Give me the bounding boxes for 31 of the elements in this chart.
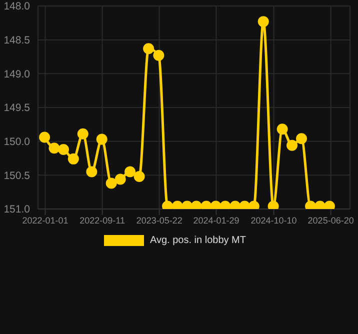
- y-tick-label: 148.5: [4, 34, 30, 47]
- x-tick-label: 2025-06-20: [308, 215, 354, 226]
- point: [39, 132, 50, 143]
- y-tick-label: 151.0: [4, 204, 30, 216]
- x-tick-label: 2023-05-22: [136, 215, 182, 226]
- point: [58, 144, 69, 155]
- point: [296, 133, 307, 144]
- point: [96, 134, 108, 145]
- point: [114, 174, 126, 185]
- y-tick-label: 150.0: [4, 136, 30, 148]
- point: [258, 16, 269, 28]
- point: [48, 142, 60, 154]
- point: [106, 178, 117, 189]
- y-tick-label: 150.5: [4, 170, 30, 182]
- point: [153, 50, 164, 61]
- y-tick-label: 149.5: [4, 102, 30, 114]
- x-tick-label: 2024-01-29: [193, 215, 240, 226]
- x-tick-label: 2022-01-01: [22, 215, 68, 226]
- point: [286, 140, 298, 151]
- x-tick-label: 2024-10-10: [250, 215, 297, 226]
- point: [134, 171, 145, 182]
- point: [68, 153, 79, 164]
- y-tick-label: 149.0: [4, 68, 30, 80]
- y-tick-label: 148.0: [4, 0, 30, 13]
- point: [124, 166, 136, 178]
- legend-label: Avg. pos. in lobby MT: [150, 235, 246, 246]
- point: [276, 124, 288, 135]
- point: [77, 128, 88, 140]
- point: [143, 43, 154, 54]
- point: [86, 166, 98, 178]
- x-tick-label: 2022-09-11: [80, 215, 125, 226]
